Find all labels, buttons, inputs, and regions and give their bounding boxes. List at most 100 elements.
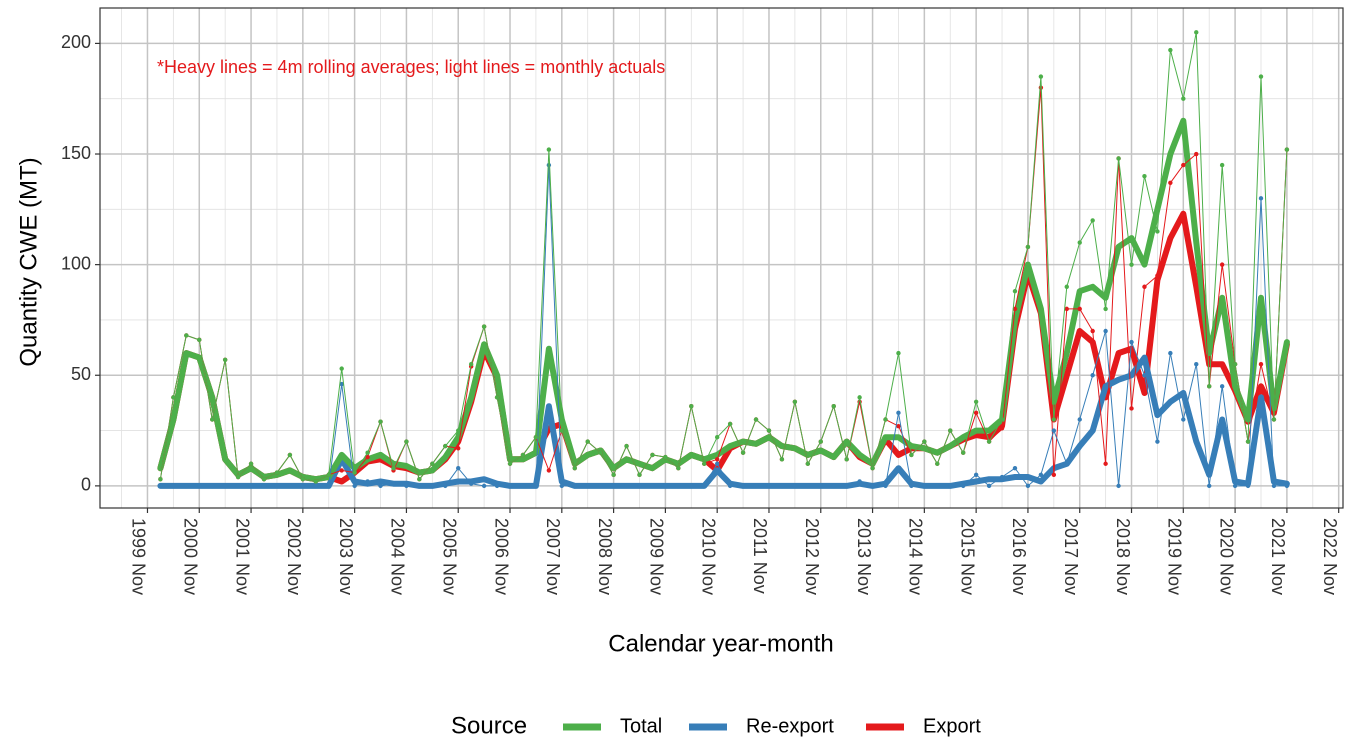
y-tick-label: 150 — [61, 143, 91, 163]
x-tick-label: 2016 Nov — [1009, 518, 1029, 595]
monthly-point — [520, 483, 526, 489]
legend-label: Re-export — [746, 715, 834, 737]
monthly-point — [158, 483, 163, 489]
monthly-point — [572, 465, 577, 471]
monthly-point — [740, 450, 746, 455]
monthly-point — [494, 395, 500, 400]
x-tick-label: 2022 Nov — [1320, 518, 1340, 595]
monthly-point — [935, 461, 940, 466]
monthly-point — [753, 417, 759, 422]
monthly-point — [1025, 483, 1031, 489]
monthly-point — [637, 472, 642, 478]
monthly-point — [404, 439, 409, 444]
monthly-point — [999, 417, 1005, 422]
monthly-point — [1181, 96, 1186, 101]
monthly-point — [779, 457, 785, 462]
monthly-point — [235, 474, 241, 480]
monthly-line — [159, 87, 1288, 482]
monthly-point — [261, 477, 267, 482]
monthly-line — [159, 31, 1288, 482]
x-tick-label: 2000 Nov — [181, 518, 201, 595]
monthly-point — [740, 483, 746, 489]
monthly-point — [287, 452, 293, 458]
monthly-point — [1116, 156, 1121, 161]
x-tick-label: 2001 Nov — [232, 518, 252, 595]
monthly-point — [365, 479, 370, 484]
monthly-point — [1155, 273, 1160, 278]
monthly-point — [1207, 384, 1212, 389]
monthly-point — [274, 483, 280, 489]
monthly-point — [637, 483, 642, 489]
monthly-point — [1077, 417, 1082, 422]
monthly-point — [248, 461, 254, 466]
monthly-point — [1038, 74, 1044, 79]
monthly-point — [313, 483, 318, 489]
monthly-point — [365, 450, 370, 455]
monthly-point — [1077, 306, 1082, 312]
monthly-point — [896, 350, 901, 356]
x-axis-title: Calendar year-month — [608, 630, 833, 657]
monthly-point — [1142, 373, 1147, 378]
monthly-point — [870, 483, 875, 489]
x-tick-label: 2009 Nov — [647, 518, 667, 595]
x-tick-label: 2017 Nov — [1061, 518, 1081, 595]
monthly-point — [909, 452, 914, 458]
monthly-point — [714, 457, 720, 462]
monthly-point — [430, 461, 435, 466]
x-tick-label: 2019 Nov — [1165, 518, 1185, 595]
monthly-point — [158, 477, 163, 482]
monthly-point — [197, 337, 202, 343]
monthly-point — [507, 483, 513, 489]
monthly-point — [1012, 465, 1018, 471]
monthly-point — [468, 361, 474, 367]
annotation: *Heavy lines = 4m rolling averages; ligh… — [157, 57, 665, 77]
monthly-point — [624, 443, 629, 449]
monthly-point — [1194, 30, 1199, 35]
monthly-point — [1168, 350, 1173, 356]
monthly-point — [1077, 240, 1082, 245]
monthly-point — [184, 333, 189, 338]
monthly-point — [1271, 483, 1277, 489]
monthly-point — [1245, 483, 1251, 489]
monthly-point — [844, 457, 849, 462]
monthly-point — [896, 410, 901, 416]
monthly-point — [585, 439, 590, 444]
x-tick-label: 2021 Nov — [1268, 518, 1288, 595]
x-tick-label: 2007 Nov — [543, 518, 563, 595]
monthly-point — [300, 483, 306, 489]
x-tick-label: 2006 Nov — [491, 518, 511, 595]
monthly-point — [999, 426, 1005, 431]
monthly-point — [973, 399, 979, 405]
monthly-point — [598, 450, 603, 455]
monthly-point — [494, 483, 500, 489]
monthly-line — [159, 164, 1288, 487]
legend-label: Export — [923, 715, 981, 737]
monthly-point — [1142, 284, 1147, 289]
monthly-point — [248, 483, 254, 489]
monthly-point — [1103, 306, 1108, 312]
monthly-point — [857, 395, 862, 400]
monthly-point — [1142, 173, 1147, 179]
y-tick-label: 50 — [71, 364, 91, 384]
monthly-point — [339, 366, 344, 371]
monthly-point — [1181, 417, 1186, 422]
monthly-point — [805, 461, 811, 466]
monthly-point — [417, 483, 422, 489]
monthly-point — [973, 410, 979, 416]
monthly-point — [481, 324, 487, 329]
monthly-point — [326, 483, 331, 489]
monthly-point — [1194, 151, 1199, 157]
monthly-point — [365, 454, 370, 460]
monthly-point — [831, 483, 836, 489]
monthly-point — [1129, 339, 1134, 345]
rolling-line — [157, 117, 1290, 483]
monthly-point — [171, 483, 176, 489]
monthly-point — [948, 483, 953, 489]
monthly-point — [624, 483, 629, 489]
monthly-point — [805, 483, 811, 489]
monthly-point — [1168, 47, 1173, 53]
monthly-point — [1245, 439, 1251, 444]
monthly-point — [1155, 229, 1160, 234]
monthly-point — [689, 404, 694, 409]
monthly-point — [391, 481, 396, 486]
